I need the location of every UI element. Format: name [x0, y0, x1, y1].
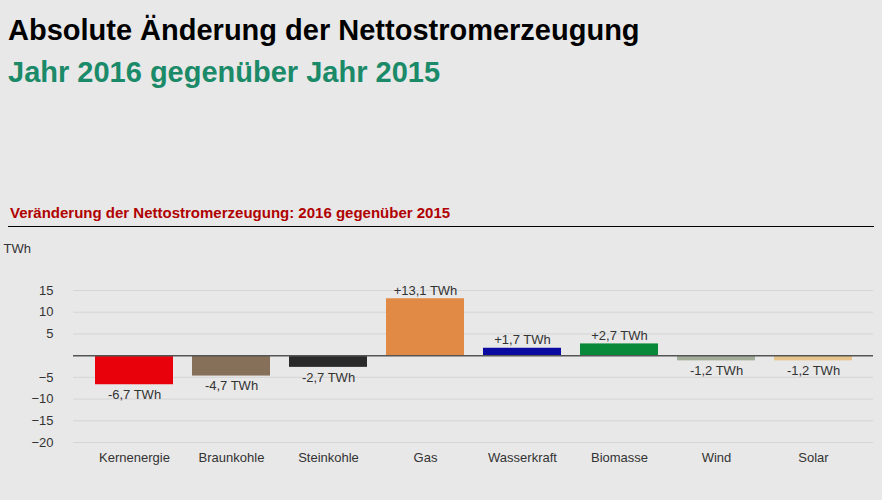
svg-text:Steinkohle: Steinkohle [298, 450, 359, 465]
html-text:Veränderung der Nettostromerze: Veränderung der Nettostromerzeugung: 201… [10, 204, 451, 221]
svg-text:+2,7 TWh: +2,7 TWh [591, 328, 647, 343]
svg-text:−5: −5 [39, 370, 54, 385]
svg-text:-1,2 TWh: -1,2 TWh [787, 363, 840, 378]
svg-text:Solar: Solar [798, 450, 829, 465]
svg-text:Kernenergie: Kernenergie [99, 450, 170, 465]
svg-text:10: 10 [39, 304, 53, 319]
svg-text:-1,2 TWh: -1,2 TWh [690, 363, 743, 378]
svg-text:−20: −20 [31, 435, 53, 450]
svg-text:TWh: TWh [4, 241, 31, 256]
svg-text:-4,7 TWh: -4,7 TWh [205, 378, 258, 393]
svg-text:Biomasse: Biomasse [591, 450, 648, 465]
svg-text:−15: −15 [31, 413, 53, 428]
svg-text:5: 5 [46, 326, 53, 341]
svg-text:+13,1 TWh: +13,1 TWh [394, 283, 458, 298]
svg-text:Wasserkraft: Wasserkraft [488, 450, 557, 465]
svg-text:Gas: Gas [414, 450, 438, 465]
svg-text:Braunkohle: Braunkohle [199, 450, 265, 465]
svg-text:+1,7 TWh: +1,7 TWh [494, 332, 550, 347]
svg-text:−10: −10 [31, 391, 53, 406]
svg-text:-6,7 TWh: -6,7 TWh [108, 387, 161, 402]
html-text:Absolute Änderung der Nettostr: Absolute Änderung der Nettostromerzeugun… [8, 14, 640, 46]
svg-text:Wind: Wind [702, 450, 732, 465]
svg-text:15: 15 [39, 283, 53, 298]
svg-text:-2,7 TWh: -2,7 TWh [302, 370, 355, 385]
html-text:Jahr 2016 gegenüber Jahr 2015: Jahr 2016 gegenüber Jahr 2015 [8, 56, 440, 88]
